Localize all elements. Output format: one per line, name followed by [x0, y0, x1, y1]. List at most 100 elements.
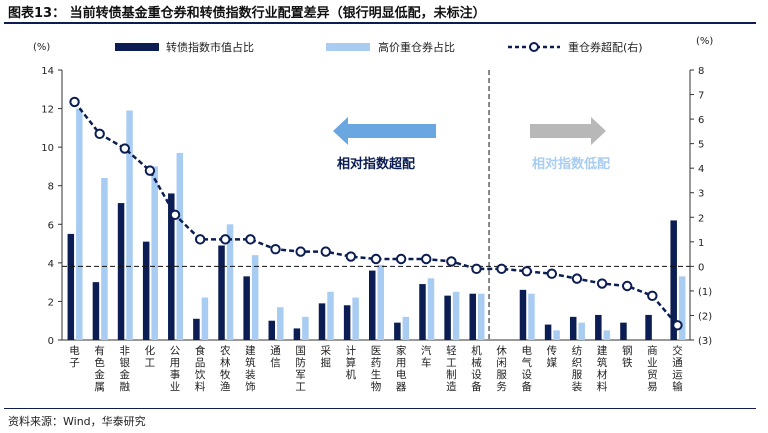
overweight-point-6 [220, 234, 231, 245]
bar-index-7 [243, 276, 250, 340]
left-tick-label: 2 [48, 297, 54, 308]
bar-holdings-7 [251, 255, 259, 340]
right-tick-label: 8 [698, 66, 704, 77]
right-tick-label: 6 [698, 115, 704, 126]
title-rule [4, 22, 756, 24]
legend: 转债指数市值占比 高价重仓券占比 重仓券超配(右) [115, 40, 643, 54]
x-tick-label: 有色金属 [94, 344, 105, 393]
overweight-point-19 [546, 268, 558, 279]
x-tick-label: 钢铁 [622, 344, 633, 369]
x-tick-label: 建筑装饰 [245, 344, 256, 393]
overweight-point-14 [421, 253, 432, 265]
bar-holdings-20 [578, 322, 585, 340]
bar-holdings-24 [678, 276, 686, 340]
legend-swatch-holdings [326, 43, 370, 51]
left-tick-label: 6 [48, 220, 54, 231]
bar-index-4 [168, 193, 175, 340]
left-tick-label: 10 [41, 143, 54, 154]
bar-index-8 [268, 320, 276, 340]
bar-holdings-5 [201, 297, 209, 340]
x-tick-label: 医药生物 [371, 345, 382, 393]
overweight-point-24 [672, 320, 683, 331]
bar-holdings-0 [76, 108, 83, 340]
right-tick-label: 4 [698, 164, 704, 175]
overweight-point-2 [119, 143, 131, 154]
overweight-point-21 [596, 278, 608, 289]
bar-index-3 [142, 241, 150, 340]
x-tick-label: 采掘 [321, 345, 332, 369]
x-tick-label: 通信 [270, 345, 281, 369]
overweight-point-7 [245, 234, 256, 245]
annotation-overweight: 相对指数超配 [333, 117, 436, 172]
left-axis-ticks: 0 2 4 6 8 10 12 14 [41, 66, 62, 347]
bar-holdings-21 [603, 330, 611, 340]
x-tick-label: 纺织服装 [572, 344, 583, 393]
bar-holdings-10 [327, 291, 334, 340]
x-tick-label: 汽车 [421, 344, 432, 369]
footer-rule [4, 408, 756, 409]
overweight-point-4 [169, 209, 181, 221]
reference-lines [62, 70, 690, 340]
overweight-point-22 [622, 280, 633, 292]
overweight-point-11 [345, 251, 357, 262]
legend-label-index: 转债指数市值占比 [166, 40, 254, 54]
left-tick-label: 8 [48, 182, 54, 193]
x-tick-label: 计算机 [346, 344, 357, 381]
left-tick-label: 14 [41, 66, 54, 77]
overweight-point-1 [94, 128, 105, 140]
bar-index-12 [369, 270, 376, 340]
legend-swatch-index [115, 43, 159, 51]
left-tick-label: 4 [48, 259, 54, 270]
overweight-point-8 [270, 243, 281, 255]
bar-index-18 [519, 289, 527, 340]
chart-title: 图表13： 当前转债基金重仓券和转债指数行业配置差异（银行明显低配，未标注） [8, 6, 486, 21]
bar-holdings-4 [176, 152, 184, 340]
legend-marker-overweight [529, 42, 539, 52]
overweight-point-5 [194, 234, 206, 245]
bar-index-10 [318, 303, 326, 340]
x-tick-label: 休闲服务 [496, 345, 507, 393]
bar-index-6 [218, 245, 225, 340]
x-tick-label: 建筑材料 [597, 344, 608, 393]
bar-holdings-16 [477, 293, 485, 340]
right-tick-label: 3 [698, 189, 704, 200]
right-axis-unit: (%) [696, 36, 713, 47]
x-tick-label: 电气设备 [521, 344, 532, 393]
bar-holdings-15 [452, 291, 460, 340]
bar-holdings-11 [352, 297, 359, 340]
left-tick-label: 12 [41, 105, 54, 116]
x-tick-label: 化工 [145, 344, 156, 369]
x-tick-label: 公用事业 [170, 345, 181, 393]
bars [67, 108, 686, 340]
overweight-point-10 [320, 246, 331, 257]
arrow-left-icon [333, 117, 436, 145]
bar-index-1 [92, 282, 100, 340]
bar-index-9 [293, 328, 301, 340]
bar-holdings-3 [151, 166, 158, 340]
bar-index-19 [544, 324, 552, 340]
x-tick-label: 国防军工 [295, 345, 306, 393]
right-tick-label: 1 [698, 238, 704, 249]
bar-index-20 [569, 316, 577, 340]
x-tick-label: 机械设备 [471, 344, 482, 393]
bar-holdings-18 [528, 293, 535, 340]
overweight-point-15 [446, 256, 457, 267]
bar-index-2 [117, 203, 125, 340]
legend-label-holdings: 高价重仓券占比 [378, 40, 455, 54]
x-tick-label: 家用电器 [396, 344, 407, 393]
x-tick-label: 轻工制造 [446, 344, 457, 393]
left-tick-label: 0 [48, 336, 54, 347]
bar-index-5 [193, 318, 200, 340]
bar-holdings-1 [101, 178, 108, 340]
overweight-point-20 [571, 273, 583, 284]
right-tick-label: (1) [698, 287, 712, 298]
bar-holdings-9 [302, 316, 309, 340]
x-tick-label: 食品饮料 [195, 344, 206, 393]
left-axis-unit: (%) [33, 42, 50, 53]
x-tick-label: 电子 [69, 344, 80, 369]
arrow-right-icon [530, 117, 606, 145]
bar-holdings-13 [402, 316, 410, 340]
right-tick-label: 7 [698, 91, 704, 102]
overweight-point-17 [496, 263, 507, 275]
